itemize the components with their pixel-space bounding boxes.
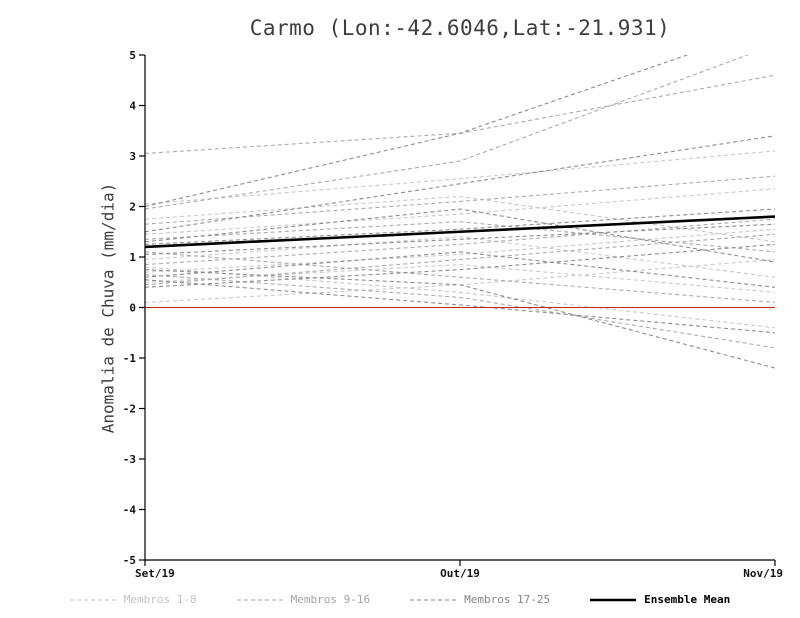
legend-item: Membros 17-25 — [410, 593, 550, 606]
member-line — [145, 55, 750, 210]
y-tick-label: 2 — [129, 201, 136, 214]
member-line — [145, 150, 775, 205]
member-line — [145, 251, 775, 303]
legend-line-sample — [410, 598, 457, 601]
member-line — [145, 188, 775, 235]
member-line — [145, 243, 775, 288]
legend-label: Ensemble Mean — [644, 593, 731, 606]
x-tick-label: Set/19 — [135, 567, 175, 580]
legend-item: Ensemble Mean — [590, 593, 730, 606]
member-line — [145, 274, 775, 349]
series-lines — [145, 55, 775, 369]
legend-label: Membros 1-8 — [123, 593, 197, 606]
member-line — [145, 264, 775, 293]
member-line — [145, 195, 775, 243]
y-tick-label: 1 — [129, 251, 136, 264]
member-line — [145, 251, 775, 288]
member-line — [145, 175, 775, 225]
member-line — [145, 55, 689, 208]
legend-line-sample — [69, 598, 116, 601]
legend-line-sample — [236, 598, 283, 601]
y-tick-label: -4 — [123, 504, 137, 517]
y-tick-label: -2 — [123, 403, 136, 416]
member-line — [145, 208, 775, 245]
member-line — [145, 269, 775, 369]
member-line — [145, 279, 775, 334]
y-tick-label: 3 — [129, 150, 136, 163]
chart-title: Carmo (Lon:-42.6046,Lat:-21.931) — [249, 16, 671, 40]
y-tick-label: 0 — [129, 302, 136, 315]
legend-item: Membros 1-8 — [69, 593, 197, 606]
member-line — [145, 266, 775, 329]
y-tick-label: -3 — [123, 453, 136, 466]
ensemble-mean-line — [145, 215, 775, 249]
member-line — [145, 223, 775, 256]
member-line — [145, 74, 775, 155]
member-line — [145, 236, 775, 278]
legend-label: Membros 17-25 — [464, 593, 551, 606]
y-tick-label: -5 — [123, 554, 136, 567]
member-line — [145, 221, 775, 253]
member-line — [145, 228, 775, 273]
x-tick-label: Out/19 — [440, 567, 480, 580]
member-line — [145, 135, 775, 233]
member-line — [145, 218, 775, 266]
y-tick-label: -1 — [123, 352, 137, 365]
legend-line-sample — [590, 598, 637, 601]
x-tick-label: Nov/19 — [743, 567, 783, 580]
legend-item: Membros 9-16 — [236, 593, 371, 606]
y-tick-label: 5 — [129, 49, 136, 62]
legend: Membros 1-8 Membros 9-16 Membros 17-25 Ense… — [0, 593, 800, 606]
member-line — [145, 208, 775, 263]
y-tick-label: 4 — [129, 100, 136, 113]
legend-label: Membros 9-16 — [290, 593, 371, 606]
member-line — [145, 233, 775, 286]
